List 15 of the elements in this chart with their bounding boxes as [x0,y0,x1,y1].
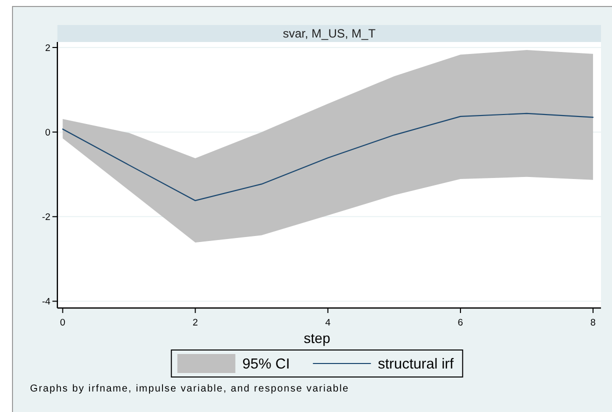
x-tick-label: 2 [192,317,198,328]
x-axis-title: step [304,330,330,346]
x-tick-label: 4 [325,317,331,328]
y-tick-label: 0 [45,127,50,138]
text: 95% CI [242,356,290,373]
y-tick-label: 2 [45,42,50,54]
y-tick-label: -4 [42,296,50,308]
chart-title: svar, M_US, M_T [282,26,376,41]
x-tick-label: 6 [458,317,464,328]
line-series [62,112,594,202]
x-tick-label: 8 [590,317,596,328]
legend-label: structural irf [378,356,455,373]
y-tick-label: -2 [42,212,50,223]
text: Graphs by irfname, impulse variable, and response variable [30,384,350,394]
x-tick-label: 0 [60,317,66,328]
